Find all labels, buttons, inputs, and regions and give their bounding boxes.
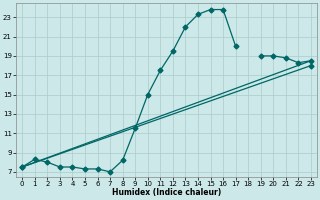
X-axis label: Humidex (Indice chaleur): Humidex (Indice chaleur) [112,188,221,197]
